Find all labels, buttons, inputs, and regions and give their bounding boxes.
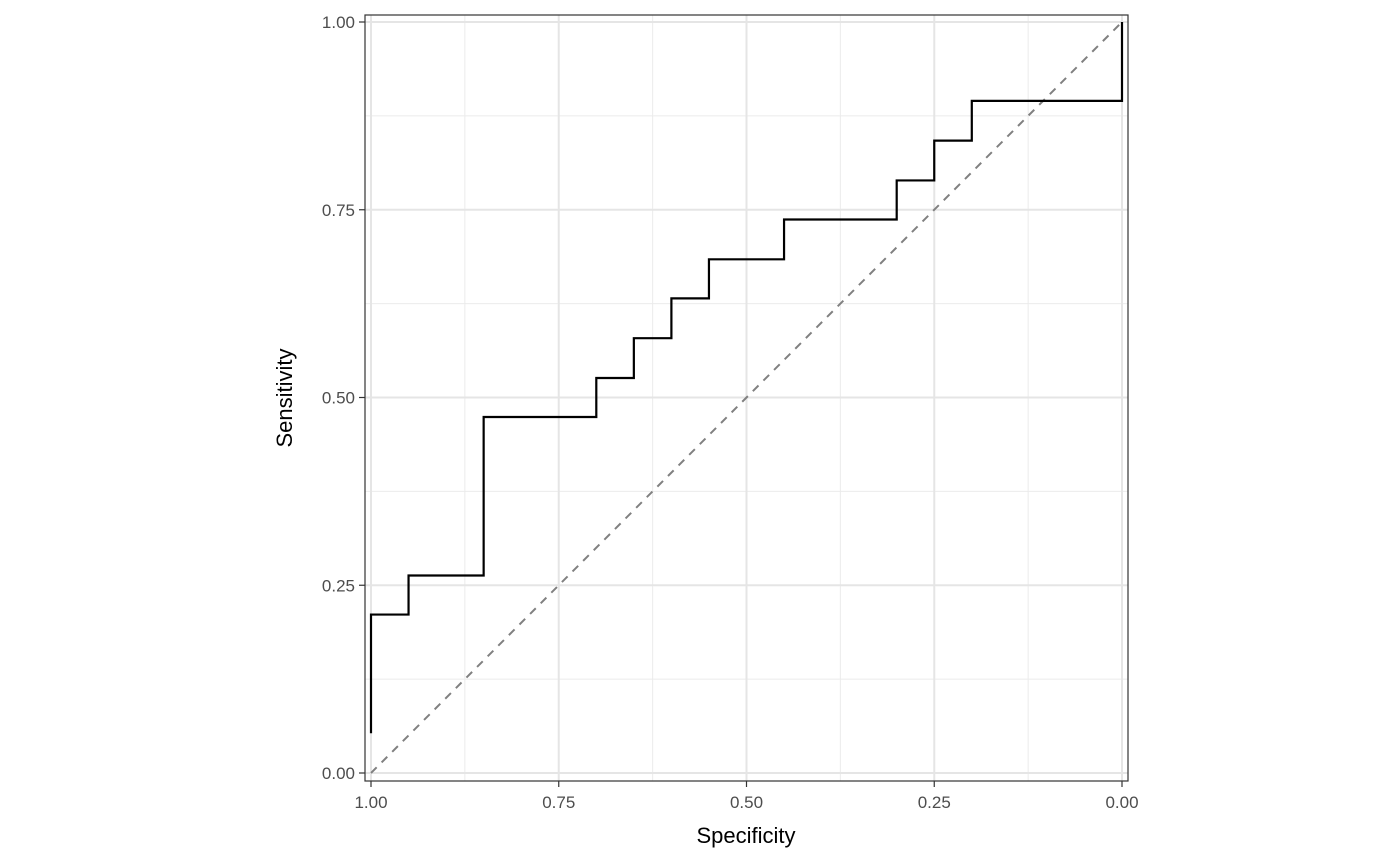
x-tick-label: 1.00 — [354, 793, 387, 812]
diagonal-reference-line — [370, 21, 1123, 774]
y-tick-label: 0.50 — [322, 389, 355, 408]
x-axis-ticks: 1.00 0.75 0.50 0.25 0.00 — [354, 781, 1139, 812]
y-axis-title: Sensitivity — [272, 348, 297, 447]
x-tick-label: 0.75 — [542, 793, 575, 812]
y-tick-label: 0.75 — [322, 201, 355, 220]
y-tick-label: 0.00 — [322, 764, 355, 783]
y-tick-label: 0.25 — [322, 576, 355, 595]
roc-curve — [369, 22, 1124, 734]
x-axis-title: Specificity — [696, 823, 795, 848]
y-axis-ticks: 0.00 0.25 0.50 0.75 1.00 — [322, 13, 365, 783]
x-tick-label: 0.50 — [730, 793, 763, 812]
y-tick-label: 1.00 — [322, 13, 355, 32]
x-tick-label: 0.00 — [1105, 793, 1138, 812]
x-tick-label: 0.25 — [918, 793, 951, 812]
